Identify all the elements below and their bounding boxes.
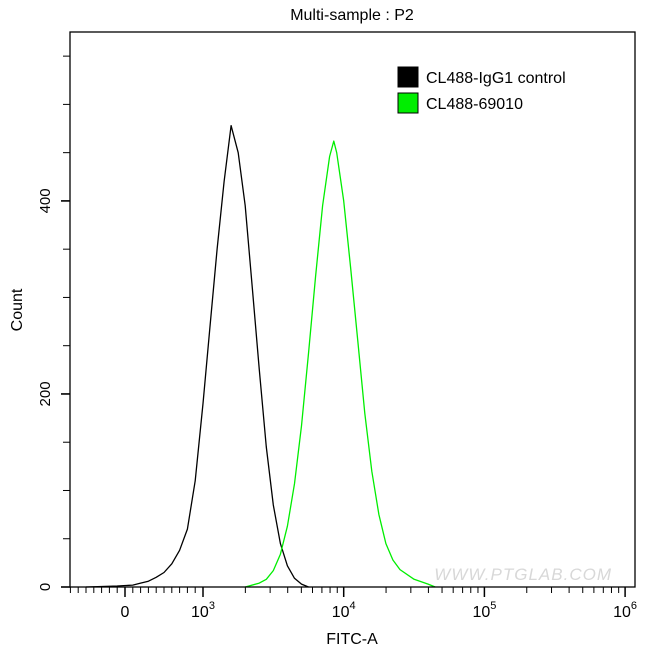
plot-frame (69, 31, 636, 588)
x-axis-label: FITC-A (326, 631, 378, 648)
y-tick-label: 200 (37, 381, 54, 406)
y-axis-label: Count (9, 288, 26, 331)
legend-label: CL488-IgG1 control (426, 70, 566, 87)
chart-title: Multi-sample : P2 (290, 7, 414, 24)
watermark: WWW.PTGLAB.COM (434, 565, 612, 584)
axes: 0 200 400 0 103 104 105 106 (37, 55, 637, 621)
x-tick-label: 104 (332, 600, 356, 621)
legend-label: CL488-69010 (426, 96, 523, 113)
legend: CL488-IgG1 control CL488-69010 (397, 66, 566, 114)
series-group (85, 124, 436, 588)
x-tick-label: 106 (613, 600, 637, 621)
series-line-0 (85, 124, 309, 588)
x-tick-label: 103 (191, 600, 215, 621)
legend-swatch (397, 66, 419, 88)
x-tick-label: 105 (472, 600, 496, 621)
y-tick-label: 0 (37, 583, 54, 591)
y-tick-label: 400 (37, 188, 54, 213)
x-tick-label: 0 (121, 604, 130, 621)
series-line-1 (245, 140, 436, 588)
legend-swatch (397, 92, 419, 114)
